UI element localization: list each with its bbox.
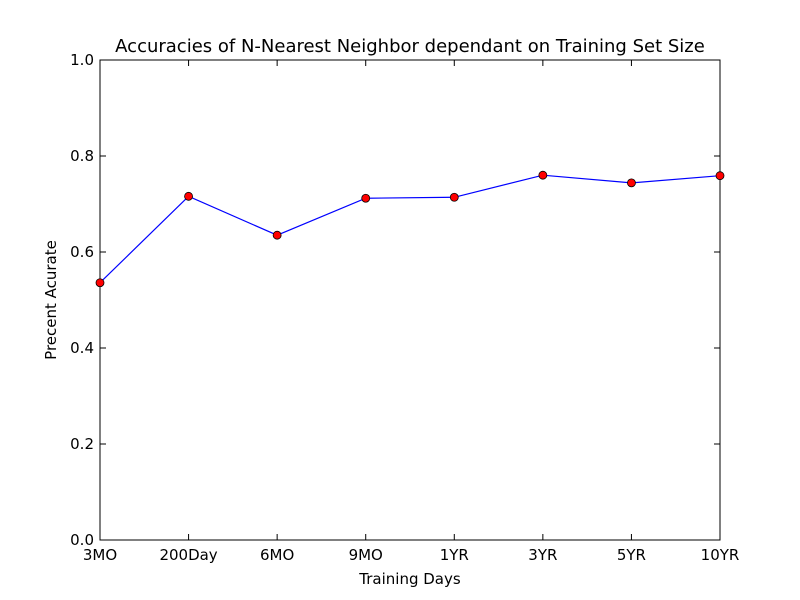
x-tick-label: 3MO (83, 546, 117, 564)
data-point-1yr (449, 192, 459, 202)
y-tick-label: 0.0 (70, 531, 94, 549)
x-tick-label: 5YR (617, 546, 646, 564)
data-point-3mo (95, 278, 105, 288)
y-tick-label: 0.8 (70, 147, 94, 165)
data-point-200day (184, 191, 193, 201)
x-tick-label: 1YR (440, 546, 469, 564)
y-tick-label: 1.0 (70, 51, 94, 69)
x-axis-label: Training Days (358, 570, 461, 588)
x-tick-label: 6MO (260, 546, 294, 564)
data-point-9mo (361, 193, 371, 203)
y-tick-label: 0.4 (70, 339, 94, 357)
data-point-5yr (627, 178, 636, 188)
series-line (99, 174, 721, 284)
y-axis: 0.0 0.2 0.4 0.6 0.8 1.0 (70, 51, 720, 549)
x-tick-label: 200Day (159, 546, 217, 564)
data-point-3yr (538, 170, 548, 180)
x-axis: 3MO 200Day 6MO 9MO 1YR 3YR 5YR 10YR (83, 60, 739, 564)
x-tick-label: 10YR (701, 546, 740, 564)
data-point-10yr (715, 171, 725, 181)
y-tick-label: 0.2 (70, 435, 94, 453)
series-markers (95, 170, 725, 288)
data-point-6mo (272, 230, 282, 240)
plot-area-frame (99, 59, 721, 541)
x-tick-label: 9MO (349, 546, 383, 564)
chart-title: Accuracies of N-Nearest Neighbor dependa… (115, 36, 705, 57)
x-tick-label: 3YR (528, 546, 557, 564)
y-tick-label: 0.6 (70, 243, 94, 261)
y-axis-label: Precent Acurate (42, 240, 60, 360)
